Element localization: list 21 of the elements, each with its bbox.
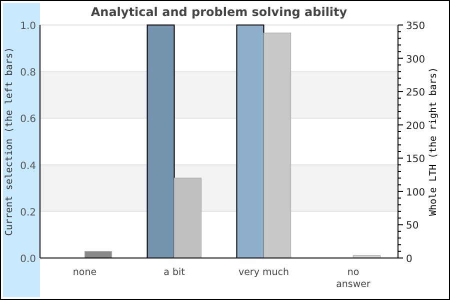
- y2-tick-label: 350: [406, 21, 426, 32]
- y-tick-label: 0.4: [20, 160, 36, 172]
- y2-tick-label: 50: [406, 220, 419, 232]
- y2-axis-title: Whole LTH (the right bars): [428, 67, 439, 216]
- y-tick-label: 0.0: [20, 254, 36, 265]
- x-tick-label: no answer: [336, 267, 370, 290]
- y-tick-label: 0.8: [20, 68, 36, 79]
- y2-tick-label: 0: [406, 254, 412, 265]
- y2-tick-label: 250: [406, 88, 426, 99]
- chart-title: Analytical and problem solving ability: [90, 5, 348, 19]
- y-tick-label: 0.6: [20, 114, 36, 126]
- x-tick-label: very much: [238, 267, 290, 278]
- y-tick-label: 0.2: [20, 207, 36, 218]
- x-tick-label: none: [72, 267, 97, 278]
- y2-tick-label: 300: [406, 54, 426, 66]
- y-axis-title: Current selection (the left bars): [4, 47, 15, 236]
- y2-tick-label: 100: [406, 187, 426, 198]
- y2-tick-label: 150: [406, 154, 426, 166]
- y-tick-label: 1.0: [20, 21, 36, 32]
- y2-tick-label: 200: [406, 120, 426, 132]
- x-tick-label: a bit: [164, 267, 186, 278]
